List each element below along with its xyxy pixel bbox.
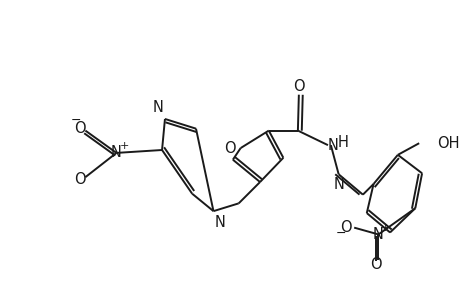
Text: OH: OH — [436, 136, 458, 151]
Text: +: + — [380, 223, 389, 232]
Text: N: N — [111, 146, 122, 160]
Text: O: O — [292, 80, 304, 94]
Text: O: O — [73, 172, 85, 187]
Text: H: H — [337, 135, 348, 150]
Text: N: N — [214, 215, 225, 230]
Text: O: O — [369, 257, 381, 272]
Text: O: O — [73, 121, 85, 136]
Text: +: + — [119, 141, 129, 151]
Text: N: N — [327, 138, 338, 153]
Text: O: O — [224, 141, 235, 156]
Text: N: N — [153, 100, 163, 115]
Text: N: N — [372, 227, 383, 242]
Text: −: − — [335, 227, 345, 240]
Text: −: − — [70, 114, 81, 128]
Text: N: N — [332, 177, 343, 192]
Text: O: O — [340, 220, 352, 235]
